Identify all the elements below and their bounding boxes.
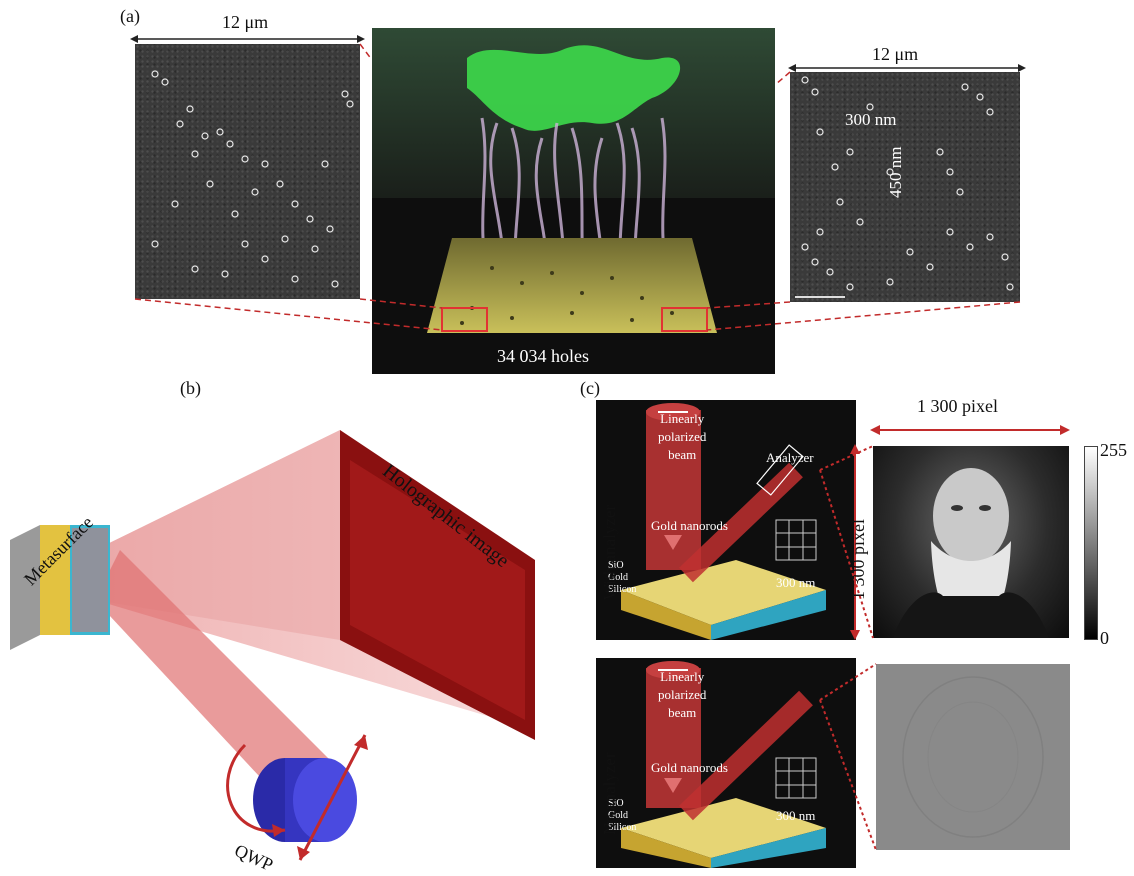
bottom-beam-line3: beam bbox=[668, 705, 697, 720]
reconstructed-portrait bbox=[873, 446, 1069, 638]
width-label: 1 300 pixel bbox=[917, 396, 998, 416]
bottom-setup-illustration bbox=[621, 661, 826, 868]
left-scale-bar bbox=[130, 35, 365, 43]
top-layer-silicon: Silicon bbox=[608, 584, 637, 595]
top-beam-line1: Linearly bbox=[660, 411, 705, 426]
bottom-layer-gold: Gold bbox=[608, 810, 628, 821]
top-nanorods-label: Gold nanorods bbox=[651, 518, 728, 533]
top-setup-illustration bbox=[621, 403, 826, 640]
hologram-setup-illustration bbox=[10, 430, 535, 861]
portrait-figure bbox=[893, 468, 1049, 638]
no-analyzer-image bbox=[876, 664, 1070, 850]
colorbar-min-label: 0 bbox=[1100, 628, 1109, 648]
top-layer-gold: Gold bbox=[608, 572, 628, 583]
faint-rings bbox=[902, 676, 1044, 838]
width-arrow bbox=[870, 425, 1070, 435]
bottom-beam-line2: polarized bbox=[658, 687, 707, 702]
right-sem-image bbox=[790, 72, 1020, 302]
bottom-setup-image: Linearly polarized beam Gold nanorods Si… bbox=[596, 658, 856, 868]
left-scale-label: 12 μm bbox=[222, 12, 269, 32]
hole-diameter-label: 300 nm bbox=[845, 110, 897, 129]
top-setup-image: Linearly polarized beam Analyzer Gold na… bbox=[596, 400, 856, 640]
top-scale-label: 300 nm bbox=[776, 575, 816, 590]
panel-c-label: (c) bbox=[580, 378, 600, 398]
bottom-nanorods-label: Gold nanorods bbox=[651, 760, 728, 775]
right-hole-pattern bbox=[795, 76, 1014, 298]
left-sem-image bbox=[135, 44, 360, 299]
panel-a-label: (a) bbox=[120, 6, 140, 26]
bottom-layer-sio2: SiO bbox=[608, 798, 624, 809]
top-layer-sio2: SiO bbox=[608, 560, 624, 571]
neuron-metasurface-render bbox=[372, 28, 775, 333]
colorbar bbox=[1084, 446, 1098, 640]
bottom-beam-line1: Linearly bbox=[660, 669, 705, 684]
analyzer-label: Analyzer bbox=[766, 450, 814, 465]
bottom-layer-silicon: Silicon bbox=[608, 822, 637, 833]
left-hole-pattern bbox=[151, 70, 354, 288]
top-beam-line2: polarized bbox=[658, 429, 707, 444]
panel-b-label: (b) bbox=[180, 378, 201, 398]
colorbar-max-label: 255 bbox=[1100, 440, 1127, 460]
top-beam-line3: beam bbox=[668, 447, 697, 462]
holes-count-label: 34 034 holes bbox=[497, 346, 589, 366]
right-scale-label: 12 μm bbox=[872, 44, 919, 64]
bottom-scale-label: 300 nm bbox=[776, 808, 816, 823]
right-scale-bar bbox=[788, 64, 1026, 72]
center-3d-image: 34 034 holes bbox=[372, 28, 775, 374]
height-arrow bbox=[850, 444, 860, 640]
